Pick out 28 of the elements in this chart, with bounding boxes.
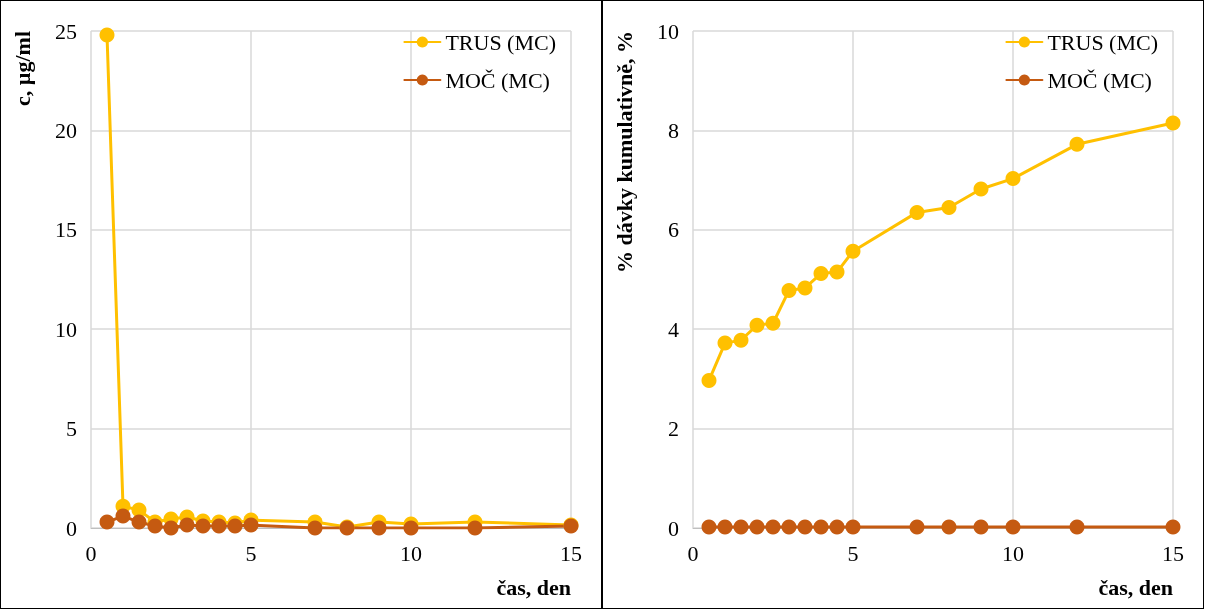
legend-label: MOČ (MC)	[445, 67, 550, 93]
y-tick-label: 15	[55, 217, 77, 243]
y-tick-label: 6	[668, 217, 679, 243]
legend-label: MOČ (MC)	[1047, 67, 1152, 93]
y-tick-label: 25	[55, 18, 77, 44]
y-axis-title: c, µg/ml	[9, 31, 35, 106]
x-tick-label: 0	[85, 540, 97, 566]
y-tick-label: 10	[657, 18, 679, 44]
x-tick-label: 5	[847, 540, 859, 566]
legend-label: TRUS (MC)	[445, 29, 556, 55]
y-tick-label: 4	[668, 316, 679, 342]
y-tick-label: 5	[66, 416, 77, 442]
y-tick-label: 0	[668, 515, 679, 541]
x-axis-title: čas, den	[496, 574, 571, 600]
y-tick-label: 20	[55, 117, 77, 143]
y-tick-label: 10	[55, 316, 77, 342]
y-tick-label: 0	[66, 515, 77, 541]
x-axis-title: čas, den	[1098, 574, 1173, 600]
y-axis-title: % dávky kumulativně, %	[611, 31, 637, 274]
x-tick-label: 15	[560, 540, 582, 566]
legend-label: TRUS (MC)	[1047, 29, 1158, 55]
y-tick-label: 8	[668, 117, 679, 143]
x-tick-label: 10	[400, 540, 422, 566]
x-tick-label: 10	[1002, 540, 1024, 566]
x-tick-label: 0	[687, 540, 699, 566]
x-tick-label: 15	[1162, 540, 1184, 566]
x-tick-label: 5	[245, 540, 257, 566]
y-tick-label: 2	[668, 416, 679, 442]
